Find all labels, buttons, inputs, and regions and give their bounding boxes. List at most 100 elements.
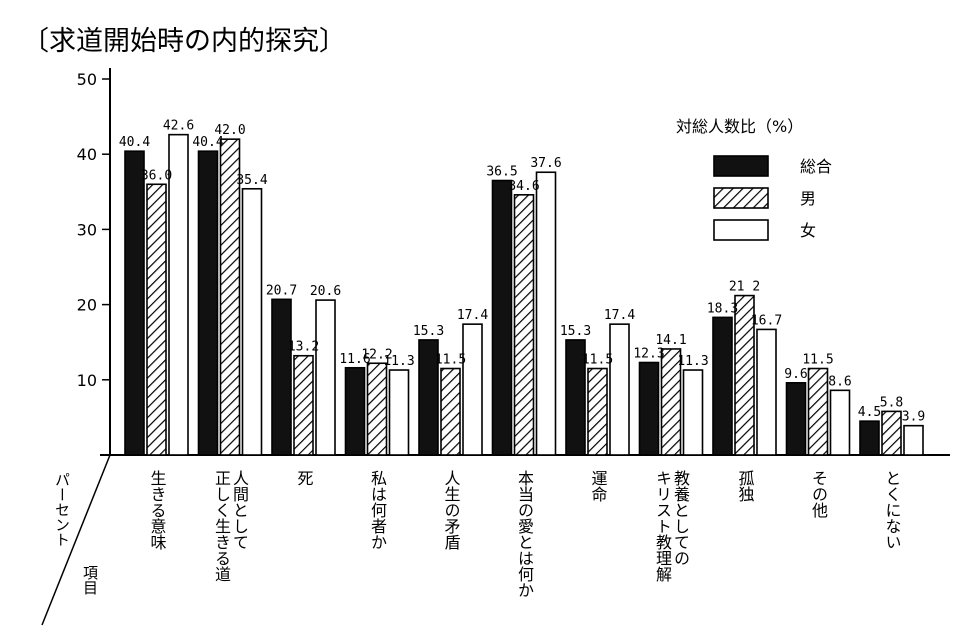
category-label: 私は何者か — [368, 470, 387, 550]
category-label: 人生の矛盾 — [442, 470, 461, 550]
data-label: 5.8 — [880, 395, 903, 410]
data-label: 17.4 — [457, 308, 488, 323]
data-label: 42.0 — [214, 123, 245, 138]
data-label: 21 2 — [729, 280, 760, 295]
bar-hatched — [293, 354, 314, 456]
bar-solid — [859, 420, 880, 456]
data-label: 20.7 — [266, 283, 297, 298]
data-label: 15.3 — [413, 324, 444, 339]
bar-hatched — [366, 362, 388, 456]
axis-corner: パーセント 項目 — [41, 454, 111, 626]
data-label: 35.4 — [236, 173, 267, 188]
bar-solid — [124, 150, 145, 456]
bar-white — [535, 171, 557, 456]
bar-white — [682, 369, 704, 456]
bar-solid — [785, 382, 807, 456]
data-label: 37.6 — [530, 156, 561, 171]
bar-white — [829, 389, 851, 456]
data-label: 14.1 — [655, 333, 686, 348]
bar-solid — [197, 150, 219, 456]
data-labels: 40.436.042.640.442.035.420.713.220.611.6… — [119, 119, 925, 425]
data-label: 34.6 — [508, 179, 539, 194]
bar-solid — [712, 316, 733, 456]
category-label: 正しく生きる道 — [212, 470, 231, 582]
bar-solid — [565, 339, 586, 456]
data-label: 3.9 — [902, 410, 925, 425]
bar-solid — [418, 339, 439, 456]
bar-hatched — [587, 367, 608, 456]
category-label: 人間として — [230, 470, 249, 550]
category-label: キリスト教理解 — [653, 470, 672, 582]
bar-white — [903, 424, 924, 456]
bar-white — [462, 323, 483, 456]
legend-swatch — [713, 155, 769, 177]
data-label: 13.2 — [288, 340, 319, 355]
category-label: 死 — [295, 470, 314, 486]
bar-hatched — [440, 367, 461, 456]
data-label: 36.5 — [486, 165, 517, 180]
bar-white — [168, 133, 189, 456]
data-label: 4.5 — [858, 405, 881, 420]
data-label: 42.6 — [163, 119, 194, 134]
y-tick-label: 20 — [77, 296, 97, 315]
bar-white — [609, 323, 630, 456]
data-label: 40.4 — [192, 135, 223, 150]
data-label: 11.5 — [582, 353, 613, 368]
bar-white — [388, 369, 410, 456]
data-label: 16.7 — [751, 313, 782, 328]
bar-white — [756, 328, 777, 456]
bar-solid — [638, 361, 660, 456]
bar-solid — [491, 179, 513, 456]
bar-hatched — [513, 194, 535, 456]
data-label: 15.3 — [560, 324, 591, 339]
bar-hatched — [807, 367, 829, 456]
chart-title: 〔求道開始時の内的探究〕 — [22, 26, 346, 57]
data-label: 36.0 — [141, 168, 172, 183]
category-label: その他 — [809, 470, 828, 519]
data-label: 12.2 — [361, 347, 392, 362]
bar-solid — [344, 366, 366, 456]
category-label: 孤独 — [736, 470, 755, 503]
data-label: 17.4 — [604, 308, 635, 323]
category-label: 運命 — [589, 470, 608, 502]
data-label: 40.4 — [119, 135, 150, 150]
bars — [124, 133, 924, 456]
bar-white — [241, 187, 263, 456]
data-label: 9.6 — [784, 367, 807, 382]
legend-label: 女 — [800, 221, 816, 240]
data-label: 11.5 — [435, 353, 466, 368]
bar-hatched — [881, 410, 902, 456]
y-axis-label: パーセント — [53, 472, 71, 547]
category-label: 教養としての — [671, 470, 690, 566]
legend-swatch — [713, 219, 769, 241]
data-label: 20.6 — [310, 284, 341, 299]
bar-hatched — [146, 183, 167, 456]
y-tick-label: 40 — [77, 145, 97, 164]
category-label: とくにない — [883, 470, 902, 550]
y-tick-label: 10 — [77, 371, 97, 390]
data-label: 18.3 — [707, 301, 738, 316]
data-label: 12.3 — [633, 347, 664, 362]
data-label: 8.6 — [828, 374, 851, 389]
bar-hatched — [660, 348, 682, 456]
bar-white — [315, 299, 336, 456]
legend-label: 総合 — [800, 157, 832, 176]
bar-hatched — [734, 294, 755, 456]
data-label: 11.3 — [383, 354, 414, 369]
data-label: 11.5 — [802, 353, 833, 368]
category-label: 本当の愛とは何か — [515, 470, 534, 598]
y-tick-label: 30 — [77, 220, 97, 239]
data-label: 11.3 — [677, 354, 708, 369]
legend-label: 男 — [800, 189, 816, 208]
category-label: 生きる意味 — [148, 470, 167, 550]
data-label: 11.6 — [339, 352, 370, 367]
y-tick-label: 50 — [77, 70, 97, 89]
bar-hatched — [219, 138, 241, 456]
legend-swatch — [713, 187, 769, 209]
x-axis-label: 項目 — [81, 565, 99, 595]
bar-solid — [271, 298, 292, 456]
legend-title: 対総人数比（%） — [676, 117, 803, 136]
